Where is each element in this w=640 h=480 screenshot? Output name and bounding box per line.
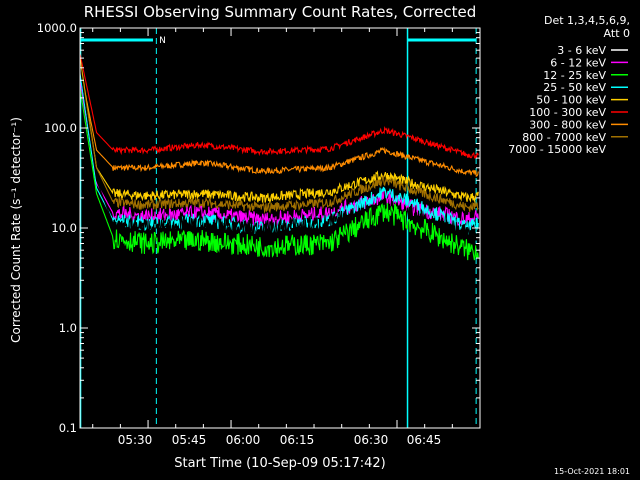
x-axis-label: Start Time (10-Sep-09 05:17:42) — [174, 456, 385, 471]
legend-label: 50 - 100 keV — [536, 94, 606, 107]
legend-label: 3 - 6 keV — [557, 44, 606, 57]
night-marker-label: N — [159, 36, 166, 46]
y-axis-label: Corrected Count Rate (s⁻¹ detector⁻¹) — [9, 117, 23, 343]
legend-label: 6 - 12 keV — [550, 56, 606, 69]
legend-label: 300 - 800 keV — [529, 118, 606, 131]
series-layer — [79, 53, 479, 261]
legend-label: 25 - 50 keV — [543, 81, 606, 94]
y-tick-label: 100.0 — [44, 121, 77, 135]
legend-label: 12 - 25 keV — [543, 69, 606, 82]
legend-label: 800 - 7000 keV — [522, 131, 606, 144]
series-line-2 — [79, 88, 479, 261]
y-tick-label: 1.0 — [59, 321, 77, 335]
series-line-6 — [79, 67, 479, 177]
axes-layer: 0.1 1.0 10.0 100.0 1000.0 05:30 05:45 06:00 06:1… — [37, 21, 481, 447]
x-tick-label: 06:00 — [226, 433, 261, 447]
legend-header-line-1: Det 1,3,4,5,6,9, — [544, 14, 630, 27]
timestamp: 15-Oct-2021 18:01 — [554, 467, 630, 476]
legend-label: 100 - 300 keV — [529, 106, 606, 119]
x-tick-label: 05:45 — [172, 433, 207, 447]
y-tick-label: 10.0 — [51, 221, 77, 235]
x-tick-label: 06:45 — [407, 433, 442, 447]
series-line-7 — [79, 62, 479, 214]
x-tick-label: 05:30 — [118, 433, 153, 447]
legend-header-line-2: Att 0 — [604, 27, 630, 40]
series-line-5 — [79, 53, 479, 160]
legend-label: 7000 - 15000 keV — [508, 143, 606, 156]
series-line-0 — [79, 65, 479, 242]
x-tick-label: 06:15 — [280, 433, 315, 447]
series-line-4 — [79, 58, 479, 205]
y-tick-label: 0.1 — [59, 421, 77, 435]
chart-title: RHESSI Observing Summary Count Rates, Co… — [84, 3, 477, 21]
x-tick-label: 06:30 — [354, 433, 389, 447]
series-line-1 — [79, 80, 479, 229]
y-tick-label: 1000.0 — [37, 21, 77, 35]
